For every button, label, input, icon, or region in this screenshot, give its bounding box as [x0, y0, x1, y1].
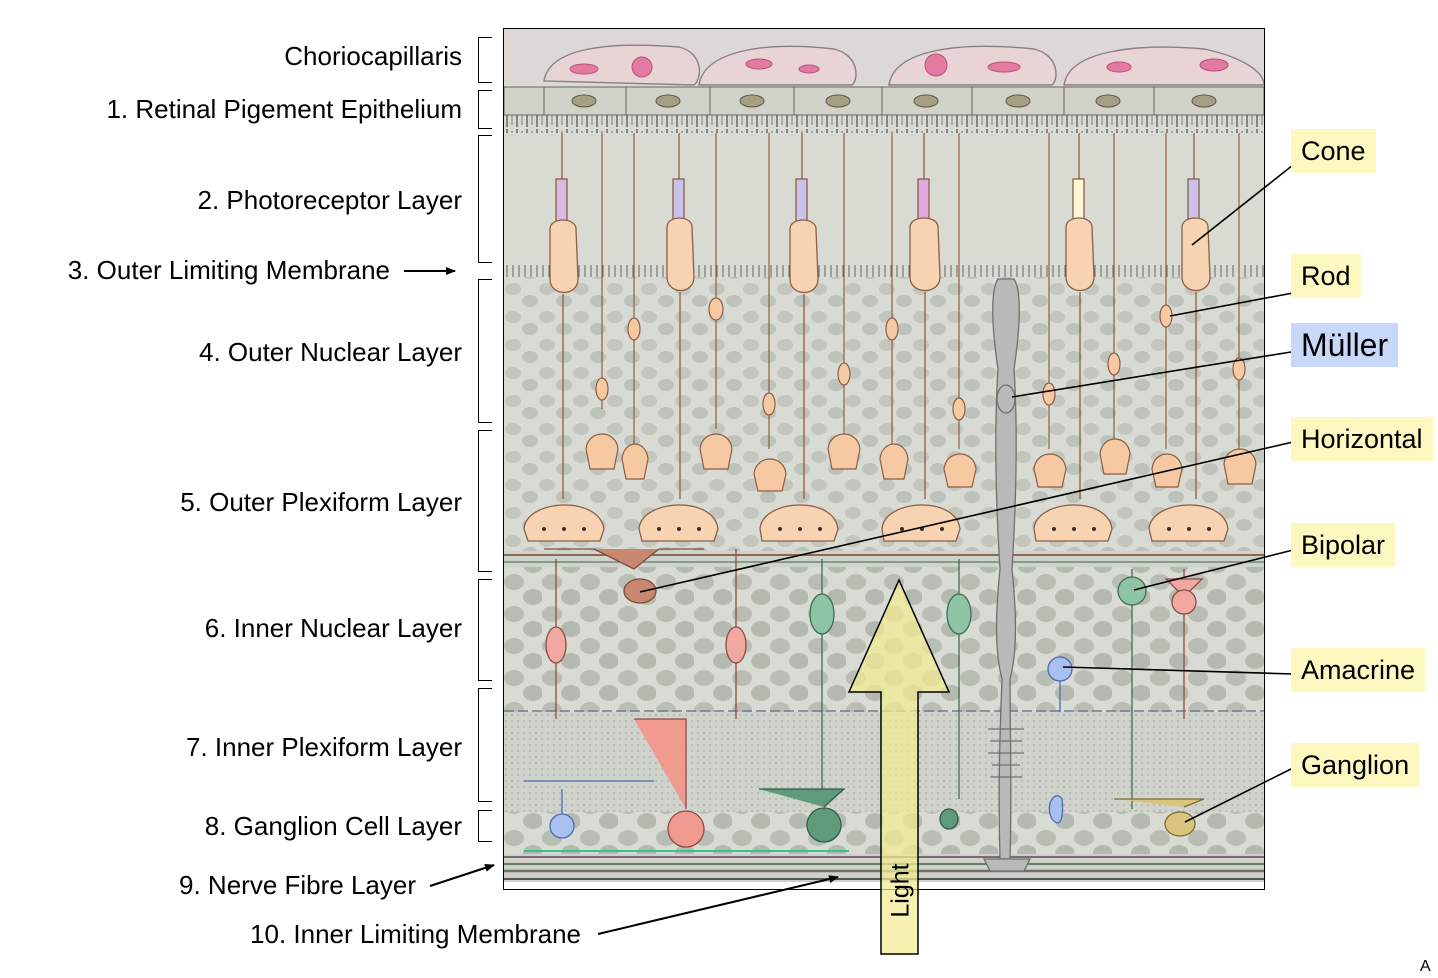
corner-text: A [1420, 958, 1431, 975]
light-label: Light [886, 862, 915, 918]
label-amacrine: Amacrine [1291, 648, 1426, 692]
amacrine-cells [524, 656, 1073, 839]
brace-inl [478, 579, 492, 681]
choroid-capillaries [543, 44, 1264, 86]
label-photoreceptor-layer: 2. Photoreceptor Layer [197, 185, 463, 215]
nfl-arrow [429, 864, 495, 887]
label-outer-nuclear-layer: 4. Outer Nuclear Layer [198, 337, 462, 367]
brace-onl [478, 279, 492, 423]
label-outer-limiting-membrane: 3. Outer Limiting Membrane [67, 255, 390, 285]
label-muller: Müller [1291, 323, 1399, 367]
label-bipolar: Bipolar [1291, 523, 1396, 567]
label-inner-nuclear-layer: 6. Inner Nuclear Layer [204, 613, 462, 643]
label-cone: Cone [1291, 129, 1376, 173]
brace-choriocapillaris [478, 37, 492, 83]
label-retinal-pigment-epithelium: 1. Retinal Pigement Epithelium [106, 94, 462, 124]
label-ganglion: Ganglion [1291, 743, 1420, 787]
label-inner-plexiform-layer: 7. Inner Plexiform Layer [185, 732, 462, 762]
label-ganglion-cell-layer: 8. Ganglion Cell Layer [204, 811, 462, 841]
brace-ipl [478, 688, 492, 802]
brace-gcl [478, 810, 492, 842]
ganglion-cells [634, 718, 1205, 848]
label-nerve-fibre-layer: 9. Nerve Fibre Layer [179, 870, 416, 900]
brace-opl [478, 430, 492, 572]
brace-photoreceptor [478, 135, 492, 263]
label-choriocapillaris: Choriocapillaris [284, 41, 462, 71]
label-rod: Rod [1291, 254, 1361, 298]
brace-rpe [478, 90, 492, 129]
label-outer-plexiform-layer: 5. Outer Plexiform Layer [180, 487, 462, 517]
label-inner-limiting-membrane: 10. Inner Limiting Membrane [250, 919, 581, 949]
retina-diagram [503, 28, 1265, 890]
label-horizontal: Horizontal [1291, 417, 1433, 461]
